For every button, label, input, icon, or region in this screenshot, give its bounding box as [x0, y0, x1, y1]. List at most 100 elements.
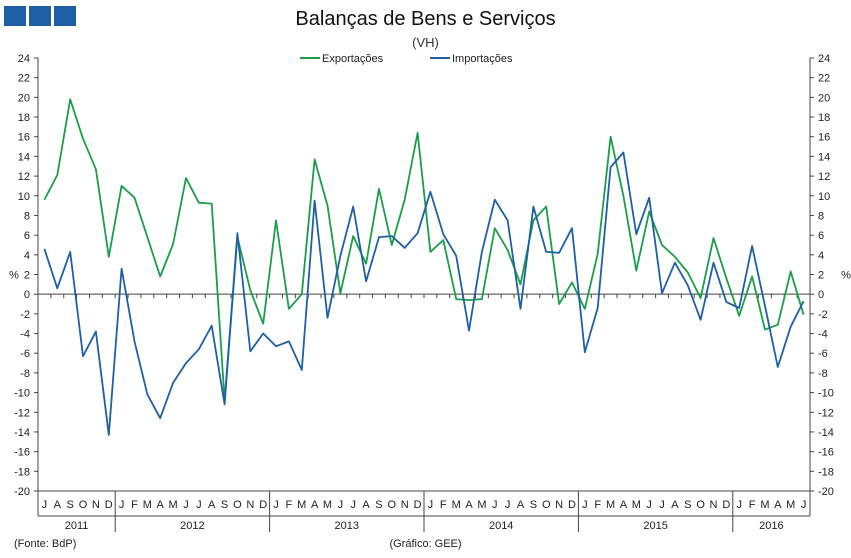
x-month-label: F — [749, 499, 756, 511]
legend-label: Exportações — [322, 53, 384, 65]
y-tick-label-right: 10 — [818, 191, 830, 203]
y-tick-label-left: 22 — [18, 73, 30, 85]
y-tick-label-left: -16 — [14, 447, 30, 459]
logo — [4, 6, 76, 26]
x-month-label: F — [594, 499, 601, 511]
x-month-label: O — [542, 499, 551, 511]
x-month-label: M — [606, 499, 615, 511]
x-month-label: J — [196, 499, 202, 511]
x-month-label: M — [760, 499, 769, 511]
y-tick-label-left: 16 — [18, 132, 30, 144]
x-month-label: J — [183, 499, 189, 511]
y-tick-label-right: -2 — [818, 309, 828, 321]
y-tick-label-right: 6 — [818, 230, 824, 242]
y-tick-label-left: 4 — [24, 250, 30, 262]
y-tick-label-right: -14 — [818, 427, 834, 439]
y-tick-label-left: 2 — [24, 270, 30, 282]
y-unit-label-left: % — [9, 270, 19, 282]
y-tick-label-left: -8 — [20, 368, 30, 380]
y-tick-label-right: 18 — [818, 112, 830, 124]
y-tick-label-left: -4 — [20, 329, 30, 341]
x-month-label: A — [465, 499, 473, 511]
x-month-label: M — [143, 499, 152, 511]
x-month-label: S — [221, 499, 228, 511]
x-month-label: O — [79, 499, 88, 511]
x-month-label: J — [428, 499, 434, 511]
x-month-label: N — [401, 499, 409, 511]
y-tick-label-left: -20 — [14, 486, 30, 498]
y-tick-label-left: 14 — [18, 151, 30, 163]
x-month-label: J — [338, 499, 344, 511]
x-month-label: F — [286, 499, 293, 511]
series-line — [43, 98, 805, 402]
x-year-label: 2012 — [180, 520, 204, 532]
y-tick-label-left: 6 — [24, 230, 30, 242]
x-year-label: 2015 — [643, 520, 667, 532]
logo-block — [54, 6, 76, 26]
x-month-label: N — [92, 499, 100, 511]
x-month-label: A — [620, 499, 628, 511]
y-tick-label-right: -4 — [818, 329, 828, 341]
y-tick-label-left: 8 — [24, 210, 30, 222]
y-tick-label-right: -20 — [818, 486, 834, 498]
x-month-label: J — [659, 499, 665, 511]
x-month-label: M — [632, 499, 641, 511]
x-year-label: 2016 — [759, 520, 783, 532]
y-tick-label-left: 0 — [24, 289, 30, 301]
y-tick-label-left: -12 — [14, 407, 30, 419]
x-month-label: A — [671, 499, 679, 511]
y-tick-label-right: 20 — [818, 92, 830, 104]
x-month-label: M — [477, 499, 486, 511]
x-month-label: J — [505, 499, 511, 511]
x-month-label: A — [774, 499, 782, 511]
x-month-label: A — [157, 499, 165, 511]
x-month-label: J — [42, 499, 48, 511]
y-tick-label-left: -14 — [14, 427, 30, 439]
x-month-label: A — [54, 499, 62, 511]
x-month-label: O — [388, 499, 397, 511]
y-tick-label-right: 8 — [818, 210, 824, 222]
x-year-label: 2013 — [335, 520, 359, 532]
x-month-label: M — [452, 499, 461, 511]
x-year-label: 2014 — [489, 520, 513, 532]
y-tick-label-right: 16 — [818, 132, 830, 144]
y-tick-label-left: -18 — [14, 466, 30, 478]
y-unit-label-right: % — [841, 270, 851, 282]
y-tick-label-left: -6 — [20, 348, 30, 360]
x-month-label: N — [246, 499, 254, 511]
x-month-label: D — [414, 499, 422, 511]
y-tick-label-right: -18 — [818, 466, 834, 478]
x-month-label: N — [555, 499, 563, 511]
x-month-label: F — [440, 499, 447, 511]
y-tick-label-right: -10 — [818, 388, 834, 400]
y-tick-label-right: 24 — [818, 53, 830, 65]
y-tick-label-right: -8 — [818, 368, 828, 380]
x-month-label: M — [297, 499, 306, 511]
y-tick-label-left: 24 — [18, 53, 30, 65]
y-tick-label-right: 22 — [818, 73, 830, 85]
y-tick-label-left: -10 — [14, 388, 30, 400]
y-tick-label-left: 18 — [18, 112, 30, 124]
x-month-label: A — [362, 499, 370, 511]
x-month-label: O — [696, 499, 705, 511]
x-month-label: M — [169, 499, 178, 511]
chart-title: Balanças de Bens e Serviços — [295, 8, 556, 30]
x-month-label: J — [119, 499, 125, 511]
y-tick-label-left: 20 — [18, 92, 30, 104]
source-note: (Fonte: BdP) — [14, 538, 77, 550]
y-tick-label-right: -6 — [818, 348, 828, 360]
x-month-label: D — [105, 499, 113, 511]
y-tick-label-left: -2 — [20, 309, 30, 321]
y-tick-label-right: 4 — [818, 250, 824, 262]
y-tick-label-right: 12 — [818, 171, 830, 183]
y-tick-label-left: 12 — [18, 171, 30, 183]
x-month-label: J — [646, 499, 652, 511]
chart-credit: (Gráfico: GEE) — [389, 538, 462, 550]
x-month-label: D — [722, 499, 730, 511]
legend-label: Importações — [452, 53, 513, 65]
x-month-label: J — [801, 499, 807, 511]
y-tick-label-right: 14 — [818, 151, 830, 163]
x-month-label: A — [517, 499, 525, 511]
chart-subtitle: (VH) — [412, 35, 439, 50]
